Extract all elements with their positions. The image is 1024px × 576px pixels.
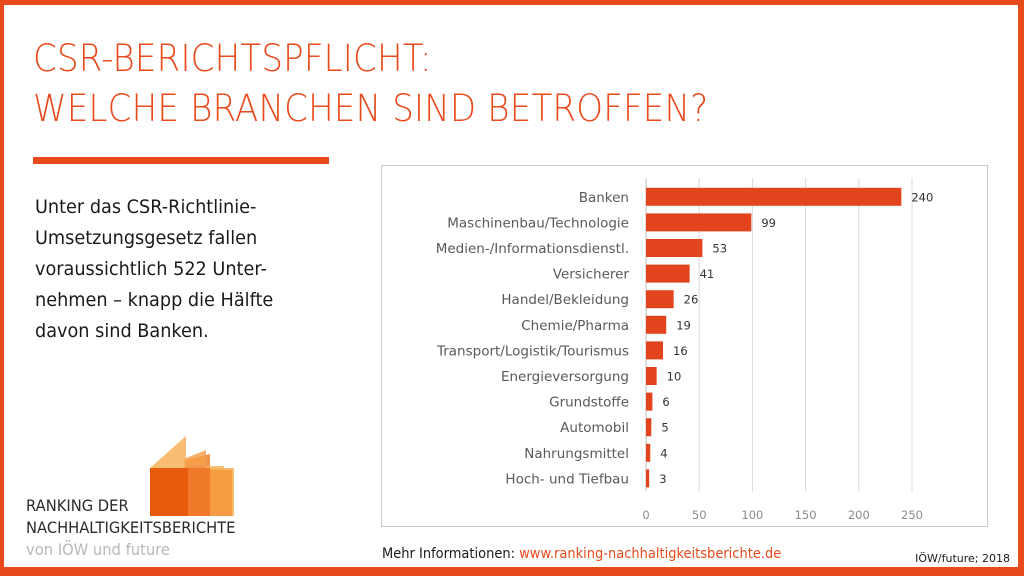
body-line: davon sind Banken. <box>35 320 209 342</box>
data-label: 99 <box>761 216 776 230</box>
body-line: nehmen – knapp die Hälfte <box>35 289 274 311</box>
category-label: Medien-/Informationsdienstl. <box>436 241 629 257</box>
x-tick-label: 100 <box>741 508 763 522</box>
ranking-logo-icon <box>150 436 234 516</box>
brand-line-2: NACHHALTIGKEITSBERICHTE <box>26 518 236 537</box>
bar <box>646 239 703 257</box>
x-tick-label: 250 <box>901 508 923 522</box>
data-label: 53 <box>712 242 727 256</box>
category-label: Automobil <box>560 420 629 436</box>
bar <box>646 443 651 462</box>
footer-info-label: Mehr Informationen: <box>382 546 520 562</box>
bar <box>646 341 664 360</box>
bar <box>646 469 650 488</box>
bar <box>646 315 667 334</box>
category-label: Transport/Logistik/Tourismus <box>436 343 629 359</box>
data-label: 19 <box>676 318 691 332</box>
logo-shape-front-back <box>210 470 232 516</box>
bar <box>646 367 657 385</box>
category-label: Versicherer <box>553 267 630 283</box>
bar <box>646 264 690 283</box>
category-label: Chemie/Pharma <box>521 318 629 334</box>
bar-chart: 0 50 100 150 200 250 Banken 240 Maschinenbau/Tec… <box>436 178 933 522</box>
category-label: Banken <box>579 190 629 206</box>
body-text: Unter das CSR-Richtlinie- Umsetzungsgese… <box>35 192 333 347</box>
body-line: voraussichtlich 522 Unter- <box>35 258 267 280</box>
bar <box>646 418 652 437</box>
frame-left-border <box>0 0 4 576</box>
source-credit: IÖW/future; 2018 <box>915 552 1010 565</box>
bar <box>646 213 752 232</box>
category-label: Handel/Bekleidung <box>501 292 629 308</box>
chart-container: 0 50 100 150 200 250 Banken 240 Maschinenbau/Tec… <box>381 165 988 527</box>
data-label: 10 <box>667 370 682 384</box>
data-label: 5 <box>661 421 668 435</box>
bar <box>646 392 653 411</box>
logo-shape-front-mid <box>188 468 210 516</box>
x-tick-label: 50 <box>692 508 707 522</box>
frame-top-border <box>0 0 1024 5</box>
category-label: Hoch- und Tiefbau <box>505 471 629 487</box>
logo-shape-front <box>150 468 188 516</box>
category-label: Energieversorgung <box>501 369 629 385</box>
data-label: 6 <box>662 395 669 409</box>
logo-shape-top-mid <box>186 450 206 466</box>
bar <box>646 290 674 309</box>
slide-title-line-2: WELCHE BRANCHEN SIND BETROFFEN? <box>33 87 709 130</box>
x-tick-label: 0 <box>642 508 649 522</box>
x-tick-label: 150 <box>795 508 817 522</box>
brand-line-1: RANKING DER <box>26 496 129 515</box>
category-label: Grundstoffe <box>549 395 629 411</box>
slide-title: CSR-BERICHTSPFLICHT: WELCHE BRANCHEN SIN… <box>33 34 708 134</box>
brand-wordmark: RANKING DER NACHHALTIGKEITSBERICHTE von … <box>26 495 235 561</box>
data-label: 4 <box>660 446 667 460</box>
slide-title-line-1: CSR-BERICHTSPFLICHT: <box>33 37 432 80</box>
data-label: 240 <box>911 190 933 204</box>
title-underline-rule <box>33 157 329 164</box>
website-link[interactable]: www.ranking-nachhaltigkeitsberichte.de <box>519 546 782 562</box>
category-label: Maschinenbau/Technologie <box>447 215 629 231</box>
data-label: 16 <box>673 344 688 358</box>
frame-right-border <box>1018 0 1024 576</box>
data-label: 3 <box>659 472 666 486</box>
body-line: Unter das CSR-Richtlinie- <box>35 196 257 218</box>
data-label: 26 <box>684 293 699 307</box>
footer-info: Mehr Informationen: www.ranking-nachhalt… <box>382 546 781 562</box>
x-tick-label: 200 <box>848 508 870 522</box>
brand-line-3: von IÖW und future <box>26 540 170 559</box>
data-label: 41 <box>700 267 715 281</box>
bar <box>646 187 902 206</box>
logo-shape-top-back <box>206 466 224 470</box>
frame-bottom-border <box>0 567 1024 576</box>
category-label: Nahrungsmittel <box>524 446 629 462</box>
body-line: Umsetzungsgesetz fallen <box>35 227 258 249</box>
